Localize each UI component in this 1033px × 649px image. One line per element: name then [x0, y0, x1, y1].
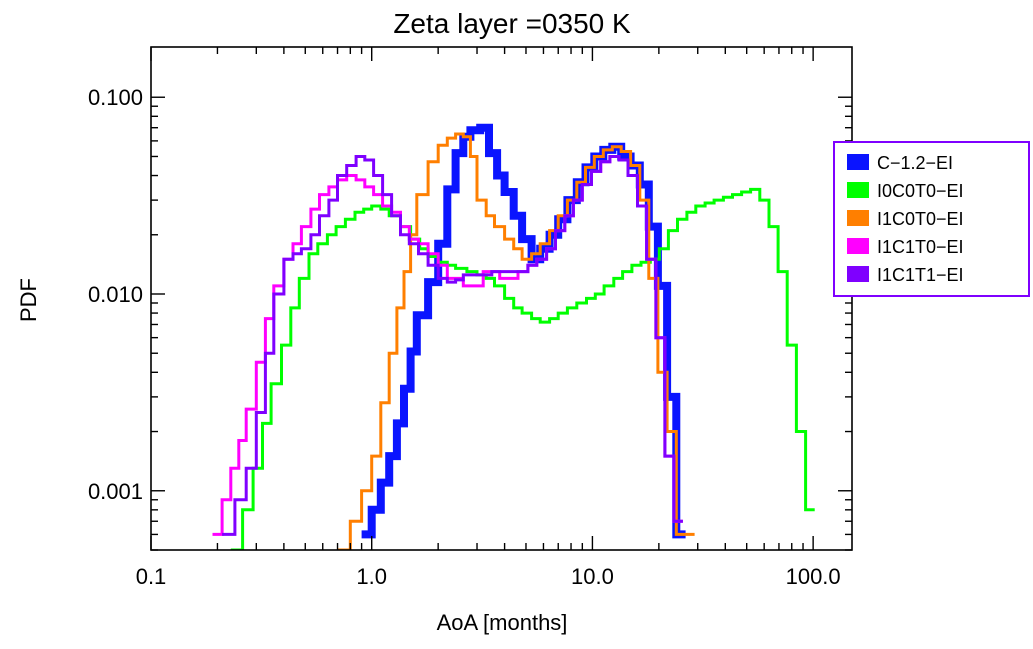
ticks-layer: 0.1 1.0 10.0 100.0 0.001 0.010 0.100	[88, 47, 852, 589]
series-line-1	[230, 187, 815, 550]
series-line-4	[222, 155, 683, 536]
legend-swatch-4	[847, 266, 869, 282]
legend-swatch-2	[847, 210, 869, 226]
legend-swatch-3	[847, 238, 869, 254]
y-axis-label: PDF	[16, 278, 41, 322]
legend: C−1.2−EI I0C0T0−EI I1C0T0−EI I1C1T0−EI I1C1T…	[833, 141, 1030, 297]
series-line-2	[337, 132, 695, 550]
legend-label-0: C−1.2−EI	[877, 153, 953, 173]
x-tick-label: 0.1	[136, 564, 167, 589]
y-tick-label: 0.010	[88, 282, 143, 307]
x-tick-label: 100.0	[786, 564, 841, 589]
x-tick-label: 1.0	[356, 564, 387, 589]
y-tick-label: 0.001	[88, 479, 143, 504]
chart-title: Zeta layer =0350 K	[393, 8, 631, 39]
x-tick-label: 10.0	[571, 564, 614, 589]
legend-swatch-1	[847, 182, 869, 198]
legend-label-1: I0C0T0−EI	[877, 181, 964, 201]
legend-swatch-0	[847, 154, 869, 170]
series-line-0	[361, 123, 686, 539]
legend-label-3: I1C1T0−EI	[877, 237, 964, 257]
plot-frame	[150, 46, 853, 551]
series-layer	[212, 123, 815, 550]
legend-label-2: I1C0T0−EI	[877, 209, 964, 229]
y-tick-label: 0.100	[88, 85, 143, 110]
legend-label-4: I1C1T1−EI	[877, 265, 964, 285]
x-axis-label: AoA [months]	[437, 610, 568, 635]
